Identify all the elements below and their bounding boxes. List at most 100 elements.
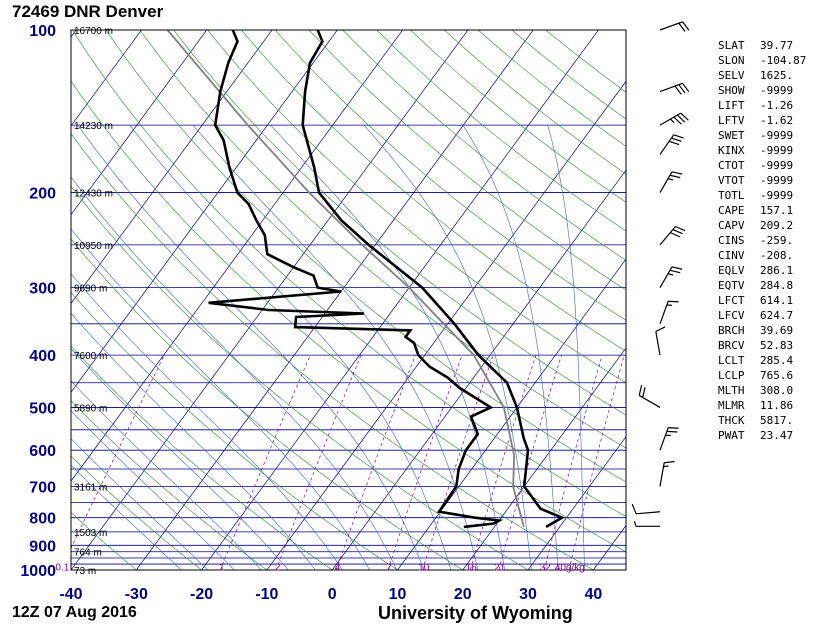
index-row: BRCH 39.69 (718, 323, 806, 338)
isotherm (71, 30, 142, 127)
wind-barb (659, 225, 686, 246)
moist-adiabat (71, 464, 182, 570)
temperature-tick-label: 20 (454, 586, 472, 603)
index-row: PWAT 23.47 (718, 428, 806, 443)
index-value: -259. (760, 234, 794, 247)
index-value: -9999 (760, 189, 794, 202)
index-row: SELV 1625. (718, 68, 806, 83)
dry-adiabat (342, 30, 626, 261)
index-row: CTOT -9999 (718, 158, 806, 173)
mixing-ratio-line (568, 355, 625, 570)
index-row: SLAT 39.77 (718, 38, 806, 53)
index-name: MLTH (718, 384, 745, 397)
dry-adiabat (71, 133, 594, 570)
moist-adiabat (71, 312, 316, 570)
pressure-tick-label: 300 (29, 281, 56, 298)
dry-adiabat (207, 30, 626, 384)
isotherm (397, 258, 626, 570)
temperature-tick-label: -40 (59, 586, 82, 603)
mixing-ratio-label: 4 (335, 562, 341, 573)
index-row: LFCT 614.1 (718, 293, 806, 308)
chart-profiles (166, 30, 565, 529)
isotherm (135, 30, 534, 570)
wind-barb (631, 503, 661, 515)
dry-adiabat (71, 291, 399, 570)
index-row: SHOW -9999 (718, 83, 806, 98)
index-value: 23.47 (760, 429, 794, 442)
wind-barb (659, 171, 683, 193)
index-name: LCLT (718, 354, 745, 367)
mixing-ratio-label: 32 (540, 562, 552, 573)
index-value: 765.6 (760, 369, 794, 382)
index-row: MLTH 308.0 (718, 383, 806, 398)
index-value: 39.69 (760, 324, 794, 337)
index-name: EQTV (718, 279, 745, 292)
index-name: BRCH (718, 324, 745, 337)
dry-adiabat (71, 345, 333, 570)
mixing-ratio-label: 7 (386, 562, 392, 573)
height-label: 1503 m (74, 528, 107, 539)
dry-adiabat (71, 30, 626, 517)
moist-adiabat (71, 228, 371, 570)
height-label: 16700 m (74, 26, 113, 37)
wind-barbs (631, 21, 690, 527)
dry-adiabat (71, 238, 464, 570)
index-row: MLMR 11.86 (718, 398, 806, 413)
mixing-ratio-line (71, 354, 165, 550)
index-value: 285.4 (760, 354, 794, 367)
temperature-tick-label: -30 (125, 586, 148, 603)
wind-barb (659, 134, 684, 155)
wind-barb (659, 300, 679, 325)
isotherm (71, 30, 404, 482)
index-name: SHOW (718, 84, 745, 97)
moist-adiabat (71, 348, 289, 570)
pressure-tick-label: 500 (29, 400, 56, 417)
height-label: 764 m (74, 548, 102, 559)
moist-adiabat (71, 380, 262, 570)
moist-adiabat (192, 124, 479, 570)
index-value: 39.77 (760, 39, 794, 52)
wind-barb (655, 326, 666, 356)
dry-adiabat (71, 185, 529, 570)
index-row: LCLT 285.4 (718, 353, 806, 368)
height-label: 14230 m (74, 121, 113, 132)
index-value: 209.2 (760, 219, 794, 232)
index-row: LIFT -1.26 (718, 98, 806, 113)
wind-barb (633, 521, 660, 527)
moist-adiabat (547, 125, 585, 570)
moist-adiabat (71, 176, 398, 570)
temperature-tick-label: 30 (519, 586, 537, 603)
temperature-profile (301, 30, 565, 529)
moist-adiabat (71, 438, 209, 570)
dry-adiabat (274, 30, 626, 321)
mixing-ratio-label: 40g/kg (555, 562, 585, 573)
index-name: TOTL (718, 189, 745, 202)
index-name: LFCV (718, 309, 745, 322)
index-value: 286.1 (760, 264, 794, 277)
moist-adiabat (77, 124, 425, 570)
isotherm (71, 30, 469, 570)
index-value: -9999 (760, 144, 794, 157)
index-value: -208. (760, 249, 794, 262)
index-row: CINV -208. (718, 248, 806, 263)
pressure-tick-label: 400 (29, 348, 56, 365)
index-value: 1625. (760, 69, 794, 82)
index-row: CAPE 157.1 (718, 203, 806, 218)
index-row: LCLP 765.6 (718, 368, 806, 383)
index-row: BRCV 52.83 (718, 338, 806, 353)
height-label: 9690 m (74, 284, 107, 295)
index-value: 308.0 (760, 384, 794, 397)
sounding-indices: SLAT 39.77 SLON -104.87 SELV 1625. SHOW -9999 LI… (718, 38, 806, 443)
parcel-path (166, 30, 525, 528)
mixing-ratio-line (275, 354, 362, 570)
index-row: THCK 5817. (718, 413, 806, 428)
mixing-ratio-label: 16 (466, 562, 478, 573)
height-label: 12430 m (74, 189, 113, 200)
dry-adiabat (308, 30, 626, 291)
index-row: LFTV -1.62 (718, 113, 806, 128)
dry-adiabat (173, 30, 626, 416)
mixing-ratio-label: 0.1 (55, 562, 69, 573)
height-label: 3161 m (74, 482, 107, 493)
mixing-ratio-label: 10 (418, 562, 430, 573)
